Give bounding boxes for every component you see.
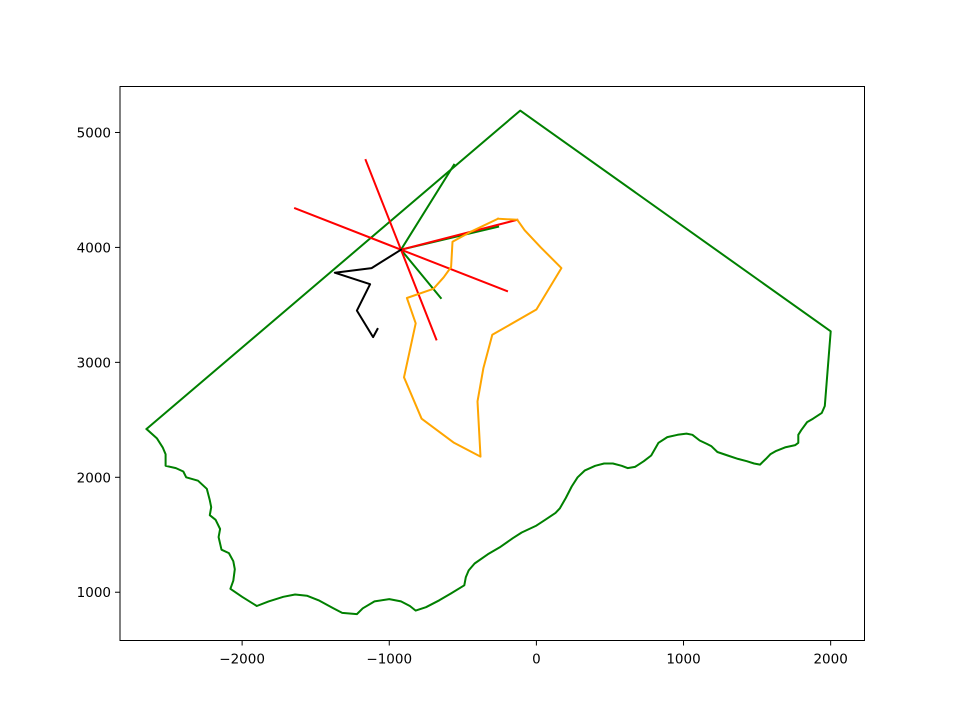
x-tick-label: 2000 (813, 652, 847, 668)
series-layer (145, 109, 832, 616)
y-tick-label: 2000 (77, 470, 111, 486)
plot-frame (119, 86, 865, 641)
series-line-0 (145, 109, 832, 616)
x-tick-label: 1000 (666, 652, 700, 668)
y-tick-label: 4000 (77, 240, 111, 256)
y-axis: 1000 2000 3000 4000 5000 (77, 125, 120, 601)
y-tick-label: 5000 (77, 125, 111, 141)
y-tick-label: 1000 (77, 585, 111, 601)
x-axis: −2000 −1000 0 1000 2000 (219, 640, 848, 668)
x-tick-label: 0 (532, 652, 541, 668)
series-line-7 (333, 248, 403, 339)
x-tick-label: −2000 (219, 652, 265, 668)
x-tick-label: −1000 (366, 652, 412, 668)
series-line-6 (403, 217, 563, 458)
series-line-5 (399, 218, 519, 251)
y-tick-label: 3000 (77, 355, 111, 371)
